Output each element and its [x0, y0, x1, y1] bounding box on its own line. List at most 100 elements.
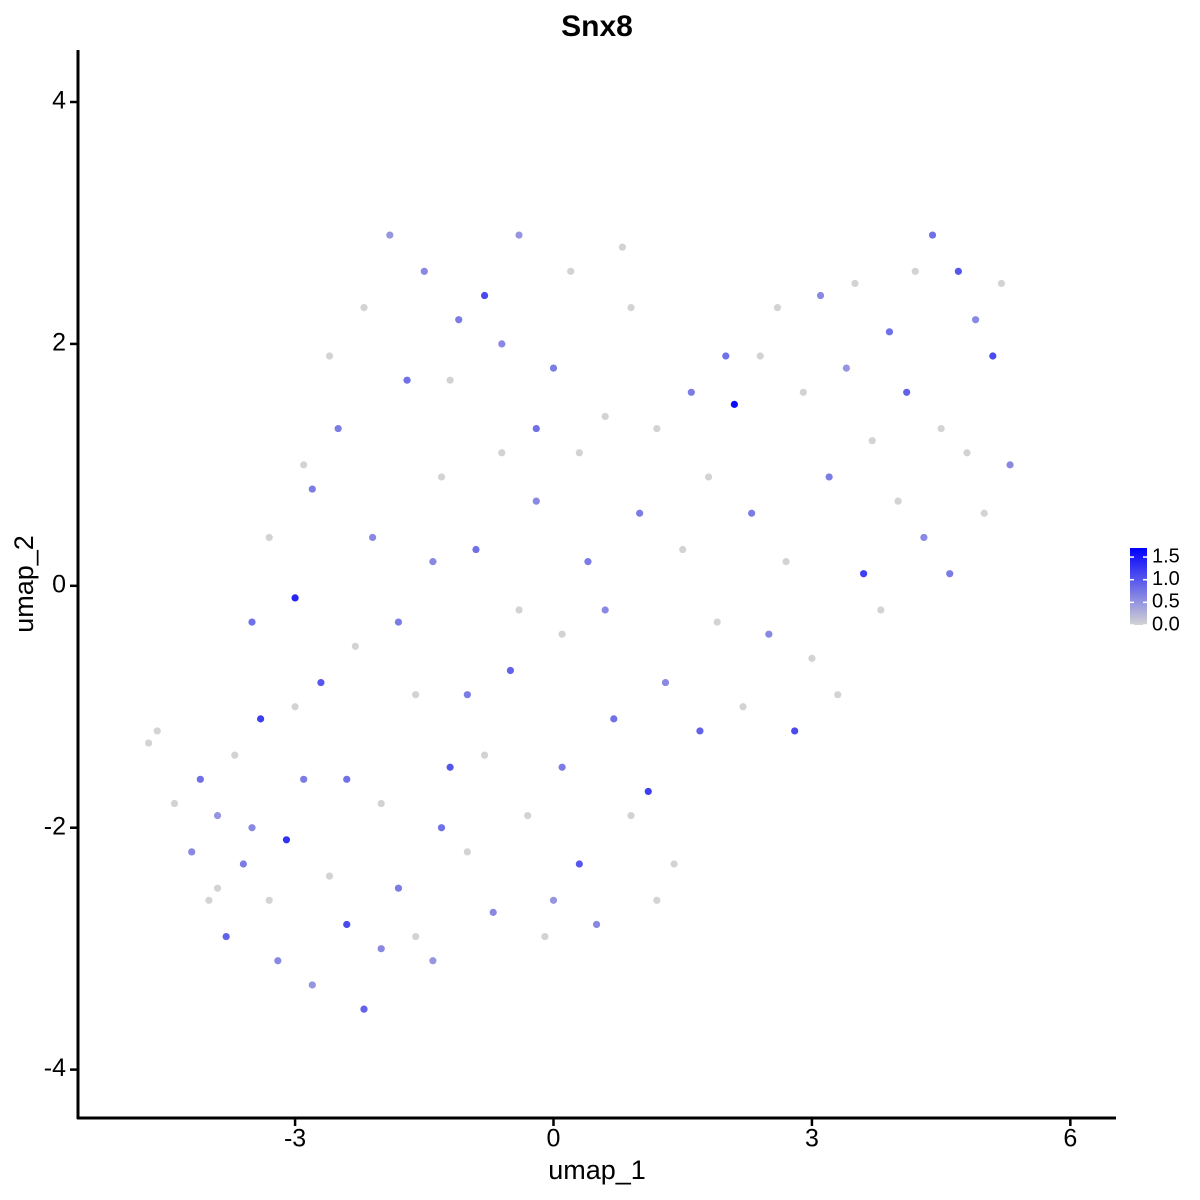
point	[532, 497, 540, 505]
point	[524, 812, 532, 820]
point	[377, 799, 385, 808]
point	[696, 727, 704, 735]
point	[351, 642, 359, 650]
point	[480, 291, 489, 300]
point	[429, 957, 437, 965]
point	[541, 932, 549, 941]
point	[515, 606, 523, 614]
point	[558, 630, 566, 638]
point	[799, 388, 807, 396]
point	[834, 691, 842, 699]
point	[463, 848, 471, 856]
point	[713, 618, 721, 626]
point	[722, 352, 730, 360]
point	[343, 920, 351, 929]
point	[480, 751, 489, 759]
point	[489, 908, 497, 916]
point	[644, 787, 652, 796]
point	[549, 364, 558, 372]
point	[730, 400, 738, 408]
point	[584, 558, 592, 566]
point	[308, 981, 316, 989]
point	[317, 678, 325, 687]
point	[756, 352, 764, 360]
point	[412, 691, 420, 699]
point	[627, 812, 635, 820]
point	[420, 267, 428, 275]
point	[903, 388, 911, 396]
point	[946, 570, 954, 578]
colorbar	[1130, 548, 1147, 625]
point	[369, 533, 377, 542]
point	[498, 449, 506, 457]
point	[308, 485, 316, 493]
point	[248, 824, 256, 832]
point	[920, 533, 928, 542]
x-tick-label: 0	[547, 1125, 561, 1153]
point	[437, 473, 446, 481]
point	[601, 606, 609, 614]
point	[343, 775, 351, 783]
y-tick-label: 2	[52, 329, 66, 357]
point	[265, 533, 273, 542]
colorbar-label: 1.5	[1152, 545, 1180, 567]
point	[291, 594, 299, 602]
y-tick-label: 4	[52, 87, 66, 115]
point	[627, 304, 635, 312]
point	[963, 449, 971, 457]
point	[748, 509, 756, 517]
point	[791, 727, 799, 735]
y-axis-title: umap_2	[9, 535, 39, 633]
point	[704, 473, 713, 481]
point	[653, 424, 661, 433]
point	[661, 678, 670, 687]
point	[274, 957, 282, 965]
point	[877, 606, 885, 614]
y-tick-label: -4	[44, 1054, 66, 1082]
point	[515, 231, 523, 239]
point	[739, 703, 747, 711]
point	[334, 424, 342, 433]
point	[205, 896, 213, 904]
point	[653, 896, 661, 904]
point	[394, 884, 403, 892]
point	[842, 364, 850, 372]
point	[257, 715, 265, 723]
x-tick-label: 3	[805, 1125, 819, 1153]
point	[911, 267, 919, 275]
point	[532, 424, 540, 433]
point	[773, 304, 782, 312]
point	[429, 558, 437, 566]
point	[360, 304, 368, 312]
point	[601, 412, 609, 421]
point	[265, 896, 273, 904]
point	[610, 715, 618, 723]
point	[325, 352, 334, 360]
point	[506, 666, 515, 675]
point	[455, 316, 463, 324]
point	[282, 836, 291, 844]
point	[222, 932, 230, 941]
point	[851, 279, 859, 288]
point	[300, 461, 308, 469]
point	[412, 932, 420, 941]
point	[592, 920, 601, 929]
point	[248, 618, 256, 626]
point	[231, 751, 239, 759]
point	[394, 618, 403, 626]
colorbar-label: 0.5	[1152, 591, 1180, 613]
point	[687, 388, 695, 396]
point	[403, 376, 411, 384]
point	[239, 860, 247, 868]
point	[618, 243, 627, 251]
y-tick-label: -2	[44, 812, 66, 840]
y-tick-label: 0	[52, 570, 66, 598]
chart-title: Snx8	[561, 10, 633, 43]
point	[170, 799, 179, 808]
point	[1006, 461, 1014, 469]
point	[980, 509, 988, 517]
x-tick-label: -3	[284, 1125, 306, 1153]
point	[860, 570, 868, 578]
point	[386, 231, 394, 239]
